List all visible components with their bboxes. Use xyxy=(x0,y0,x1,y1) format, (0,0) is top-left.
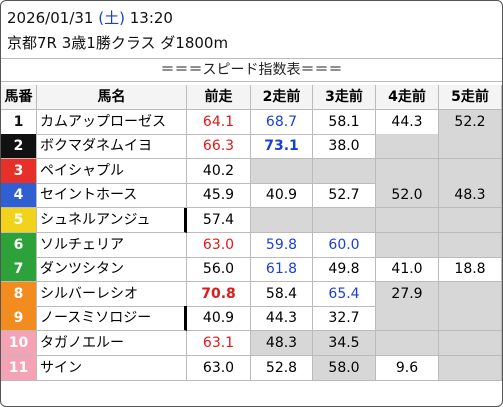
horse-name: ペイシャプル xyxy=(37,158,187,184)
speed-index: 49.8 xyxy=(313,257,376,283)
horse-number: 9 xyxy=(1,306,37,332)
empty-cell xyxy=(439,232,502,258)
speed-index: 38.0 xyxy=(313,134,376,160)
speed-index: 48.3 xyxy=(251,331,313,356)
horse-number: 11 xyxy=(1,355,37,381)
horse-name: シュネルアンジュ xyxy=(37,208,187,233)
column-header: 馬名 xyxy=(37,85,187,110)
horse-number: 6 xyxy=(1,232,37,258)
empty-cell xyxy=(439,158,502,184)
speed-index: 68.7 xyxy=(251,109,313,135)
speed-index: 41.0 xyxy=(376,257,439,283)
column-header: 前走 xyxy=(187,85,251,110)
horse-name: タガノエルー xyxy=(37,331,187,356)
horse-number: 5 xyxy=(1,208,37,233)
speed-index: 9.6 xyxy=(376,355,439,381)
empty-cell xyxy=(376,158,439,184)
speed-index: 70.8 xyxy=(187,281,251,307)
horse-name: ボクマダネムイヨ xyxy=(37,134,187,160)
speed-index: 52.2 xyxy=(439,109,502,135)
horse-name: カムアップローゼス xyxy=(37,109,187,135)
speed-index: 60.0 xyxy=(313,232,376,258)
weekday: (土) xyxy=(98,9,125,27)
empty-cell xyxy=(251,158,313,184)
speed-index: 73.1 xyxy=(251,134,313,160)
speed-index: 44.3 xyxy=(376,109,439,135)
column-header: 5走前 xyxy=(439,85,502,110)
column-header: 3走前 xyxy=(313,85,376,110)
empty-cell xyxy=(439,134,502,160)
column-header: 馬番 xyxy=(1,85,37,110)
empty-cell xyxy=(313,208,376,233)
speed-index: 66.3 xyxy=(187,134,251,160)
speed-index: 61.8 xyxy=(251,257,313,283)
speed-index: 57.4 xyxy=(187,208,251,233)
speed-index: 40.2 xyxy=(187,158,251,184)
empty-cell xyxy=(376,208,439,233)
horse-number: 1 xyxy=(1,109,37,135)
speed-index: 58.1 xyxy=(313,109,376,135)
empty-cell xyxy=(439,208,502,233)
column-header: 2走前 xyxy=(251,85,313,110)
speed-index: 63.0 xyxy=(187,355,251,381)
time: 13:20 xyxy=(129,9,173,27)
speed-index: 59.8 xyxy=(251,232,313,258)
horse-name: セイントホース xyxy=(37,183,187,209)
empty-cell xyxy=(376,306,439,332)
speed-index: 56.0 xyxy=(187,257,251,283)
horse-number: 3 xyxy=(1,158,37,184)
empty-cell xyxy=(313,158,376,184)
header-line: 2026/01/31 (土) 13:20 xyxy=(7,7,173,28)
column-header: 4走前 xyxy=(376,85,439,110)
horse-number: 8 xyxy=(1,281,37,307)
empty-cell xyxy=(439,306,502,332)
race-info: 京都7R 3歳1勝クラス ダ1800m xyxy=(7,34,229,52)
empty-cell xyxy=(439,355,502,381)
speed-index: 18.8 xyxy=(439,257,502,283)
horse-number: 7 xyxy=(1,257,37,283)
speed-index: 40.9 xyxy=(187,306,251,332)
speed-index: 58.4 xyxy=(251,281,313,307)
horse-number: 10 xyxy=(1,331,37,356)
speed-index: 58.0 xyxy=(313,355,376,381)
speed-index: 63.0 xyxy=(187,232,251,258)
speed-index: 65.4 xyxy=(313,281,376,307)
horse-name: サイン xyxy=(37,355,187,381)
speed-index: 52.0 xyxy=(376,183,439,209)
speed-index: 32.7 xyxy=(313,306,376,332)
horse-name: ソルチェリア xyxy=(37,232,187,258)
empty-cell xyxy=(439,331,502,356)
horse-number: 4 xyxy=(1,183,37,209)
speed-index: 45.9 xyxy=(187,183,251,209)
table-title: ＝＝＝スピード指数表＝＝＝ xyxy=(1,58,502,82)
empty-cell xyxy=(439,281,502,307)
speed-index: 52.8 xyxy=(251,355,313,381)
horse-name: ダンツシタン xyxy=(37,257,187,283)
empty-cell xyxy=(251,208,313,233)
speed-index: 34.5 xyxy=(313,331,376,356)
horse-number: 2 xyxy=(1,134,37,160)
speed-index: 44.3 xyxy=(251,306,313,332)
speed-index: 63.1 xyxy=(187,331,251,356)
speed-index: 52.7 xyxy=(313,183,376,209)
empty-cell xyxy=(376,134,439,160)
speed-index: 27.9 xyxy=(376,281,439,307)
date: 2026/01/31 xyxy=(7,9,94,27)
empty-cell xyxy=(376,331,439,356)
speed-index: 64.1 xyxy=(187,109,251,135)
horse-name: シルバーレシオ xyxy=(37,281,187,307)
empty-cell xyxy=(376,232,439,258)
speed-index: 40.9 xyxy=(251,183,313,209)
speed-index: 48.3 xyxy=(439,183,502,209)
horse-name: ノースミソロジー xyxy=(37,306,187,332)
